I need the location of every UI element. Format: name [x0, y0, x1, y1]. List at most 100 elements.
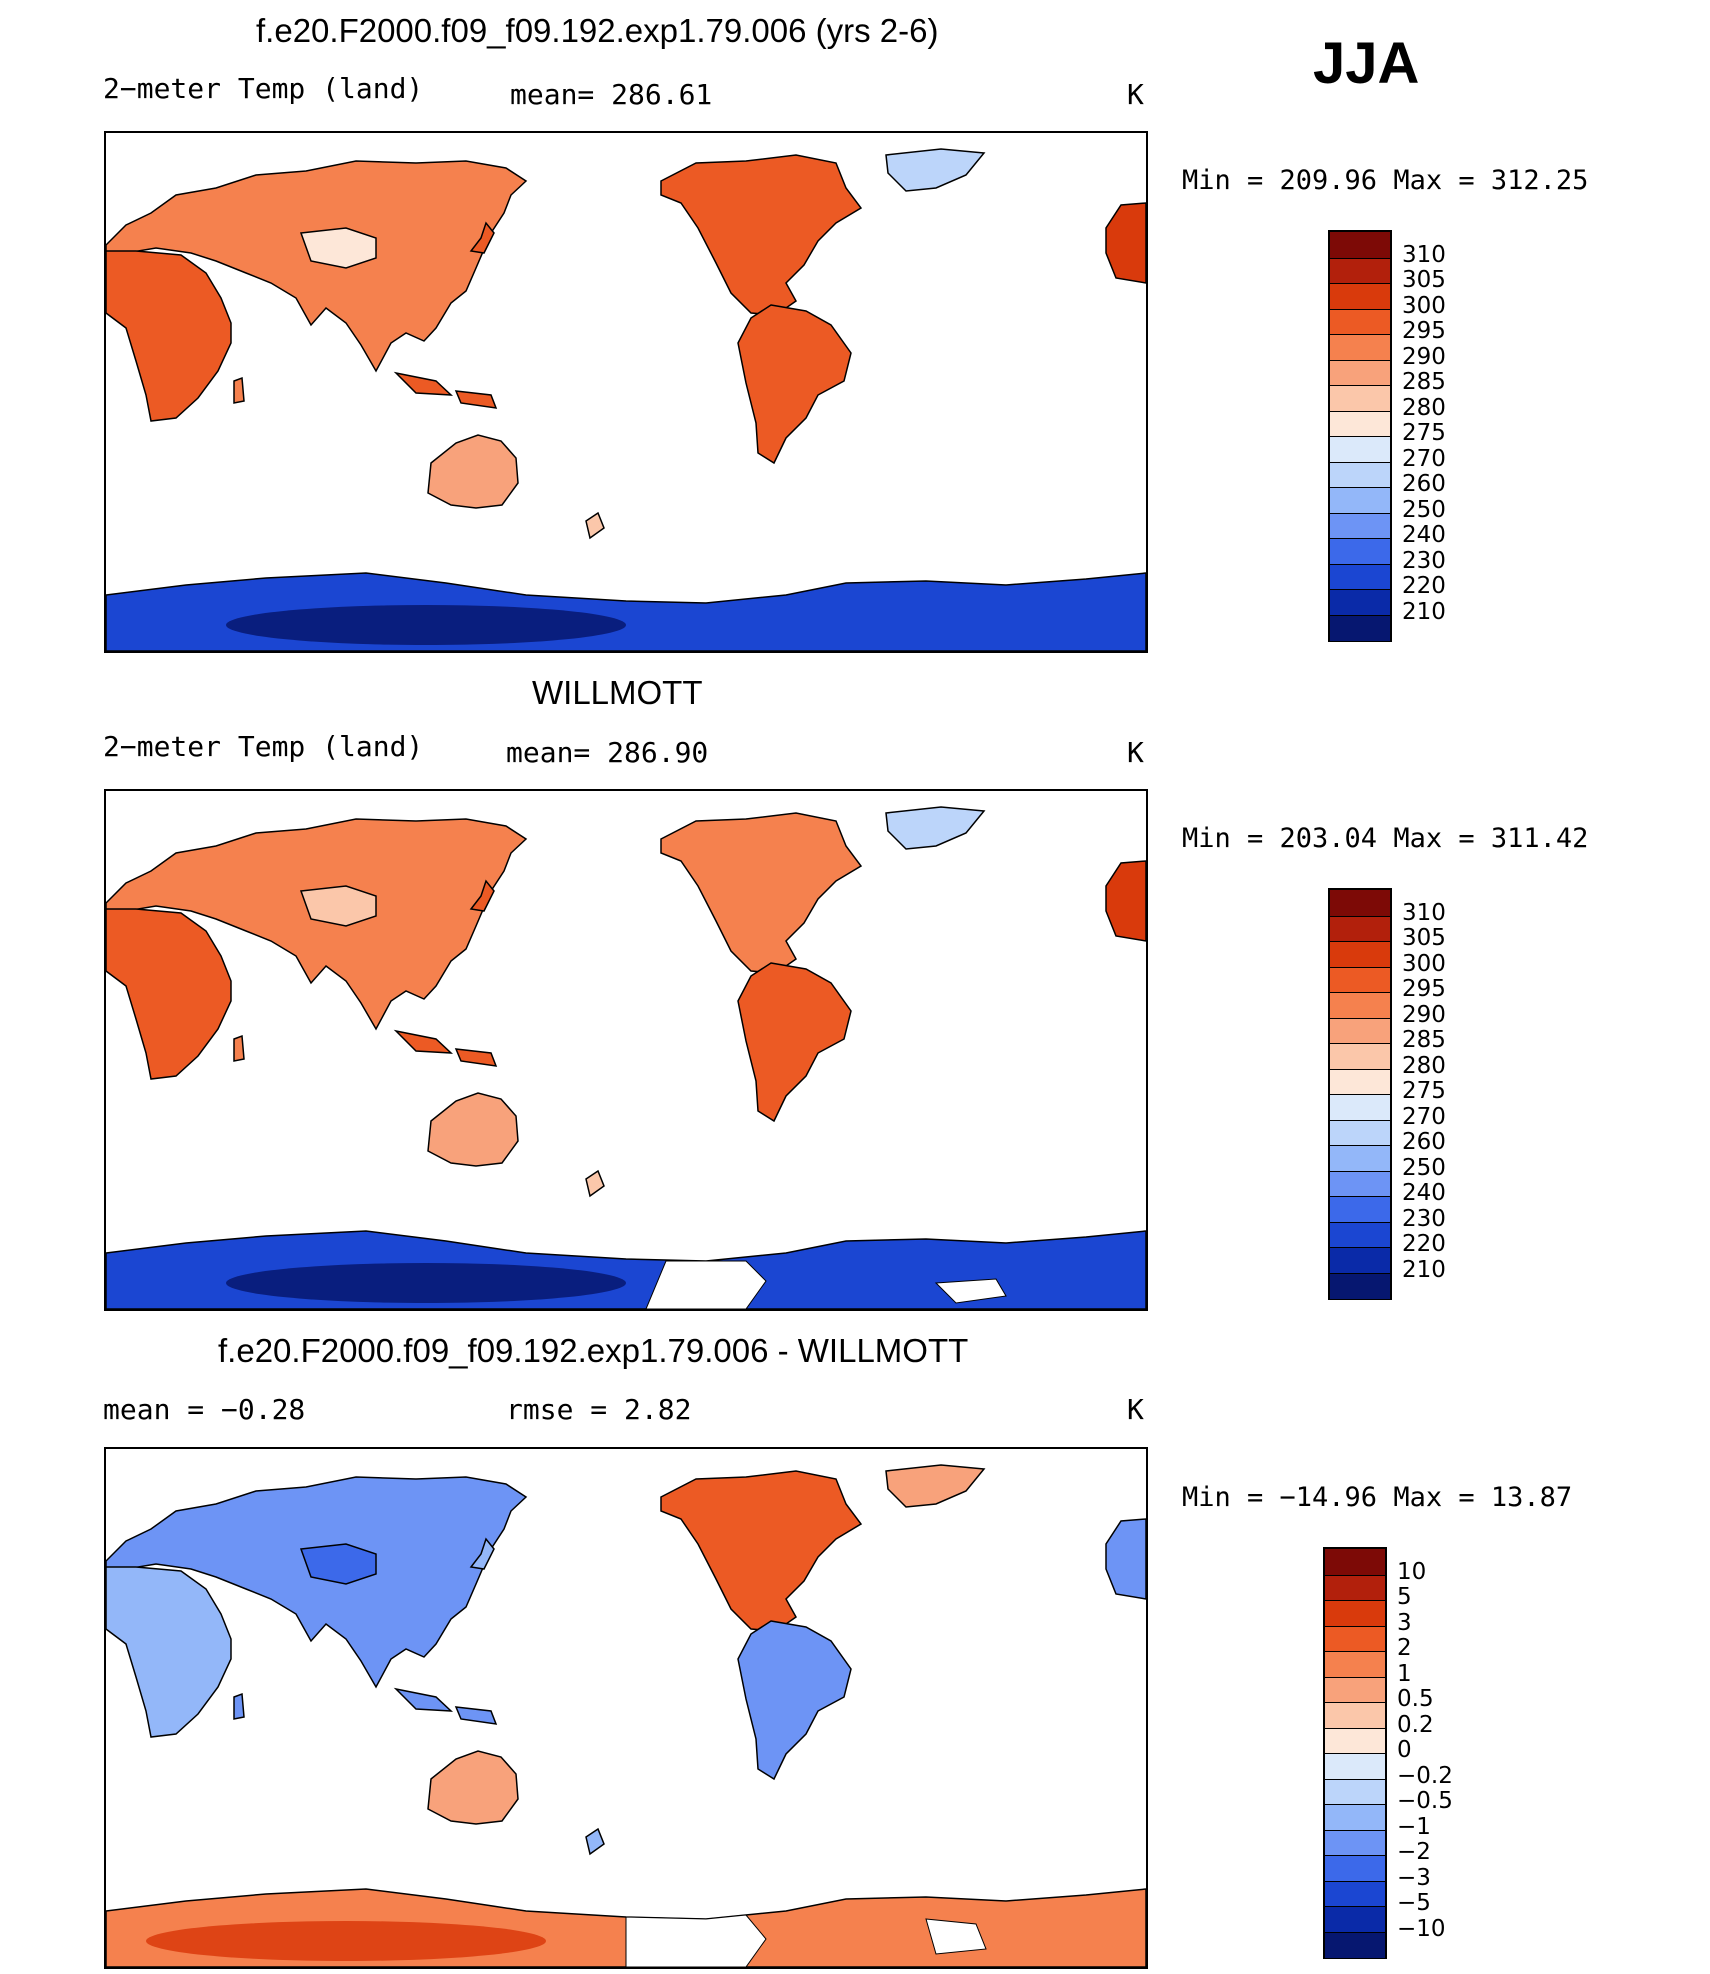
landmass-australia [427, 1750, 519, 1825]
legend-swatch [1325, 1753, 1385, 1780]
legend-swatch [1330, 461, 1390, 488]
legend-swatch [1325, 1804, 1385, 1831]
legend-swatch [1330, 1094, 1390, 1121]
landmass-samerica [737, 1620, 852, 1781]
temperature-field-map [106, 148, 1146, 651]
legend-swatch [1330, 1170, 1390, 1197]
rmse-label: rmse = 2.82 [506, 1393, 692, 1426]
legend-tick-label: −2 [1397, 1839, 1431, 1865]
landmass-indonesia [393, 371, 498, 409]
missing-data-area [645, 1260, 1007, 1309]
landmass-indonesia [393, 1687, 498, 1725]
legend-tick-label: 300 [1402, 292, 1446, 319]
legend-tick-label: 10 [1397, 1558, 1427, 1585]
legend-tick-label: 310 [1402, 899, 1446, 926]
landmass-namerica [660, 154, 863, 316]
antarctic-interior [226, 605, 626, 645]
panel-title: WILLMOTT [532, 674, 703, 711]
legend-swatch [1330, 1017, 1390, 1044]
legend-swatch [1325, 1727, 1385, 1754]
antarctic-interior [226, 1263, 626, 1303]
landmass-australia [427, 434, 519, 509]
legend-tick-label: 270 [1402, 1103, 1446, 1130]
legend-swatch [1330, 257, 1390, 284]
legend-swatch [1330, 1221, 1390, 1248]
min-max-label: Min = −14.96 Max = 13.87 [1182, 1482, 1573, 1513]
landmass-newzealand [585, 1169, 605, 1198]
legend-tick-label: 1 [1397, 1660, 1412, 1687]
legend-swatch [1325, 1600, 1385, 1627]
legend-tick-label: 210 [1402, 598, 1446, 625]
legend-swatch [1330, 538, 1390, 565]
legend-swatch [1330, 1247, 1390, 1274]
world-map [104, 789, 1148, 1311]
landmass-africa [106, 1566, 232, 1738]
mean-label: mean= 286.61 [510, 78, 713, 111]
legend-swatch [1325, 1931, 1385, 1958]
legend-tick-label: 310 [1402, 241, 1446, 268]
legend-swatch [1330, 589, 1390, 616]
legend-tick-label: −5 [1397, 1890, 1431, 1916]
variable-label: 2−meter Temp (land) [103, 72, 424, 105]
landmass-japan [469, 1537, 495, 1570]
legend-swatch [1330, 941, 1390, 968]
legend-tick-label: 275 [1402, 1078, 1446, 1104]
legend-swatch [1330, 232, 1390, 259]
legend-tick-label: 305 [1402, 267, 1446, 293]
legend-swatch [1330, 1145, 1390, 1172]
landmass-africa [106, 250, 232, 422]
legend-swatch [1330, 1196, 1390, 1223]
units-label: K [1127, 736, 1144, 769]
landmass-japan [469, 221, 495, 254]
mean-label: mean = −0.28 [103, 1393, 306, 1426]
legend-tick-label: 240 [1402, 1180, 1446, 1206]
legend-swatch [1330, 1119, 1390, 1146]
legend-swatch [1330, 487, 1390, 514]
units-label: K [1127, 1393, 1144, 1426]
legend-tick-label: 0 [1397, 1737, 1412, 1763]
legend-swatch [1325, 1702, 1385, 1729]
legend-tick-label: 285 [1402, 369, 1446, 395]
legend-swatch [1330, 890, 1390, 917]
world-map [104, 1447, 1148, 1969]
legend-swatch [1325, 1574, 1385, 1601]
legend-swatch [1325, 1880, 1385, 1907]
legend-tick-label: −0.2 [1397, 1762, 1453, 1789]
legend-swatch [1330, 966, 1390, 993]
legend-swatch [1325, 1829, 1385, 1856]
legend-swatch [1330, 359, 1390, 386]
legend-swatch [1330, 283, 1390, 310]
variable-label: 2−meter Temp (land) [103, 730, 424, 763]
landmass-eurasia [106, 818, 528, 1031]
units-label: K [1127, 78, 1144, 111]
landmass-australia [427, 1092, 519, 1167]
panel-title: f.e20.F2000.f09_f09.192.exp1.79.006 - WI… [218, 1332, 969, 1369]
mean-label: mean= 286.90 [506, 736, 709, 769]
legend-swatch [1330, 385, 1390, 412]
legend-swatch [1325, 1651, 1385, 1678]
min-max-label: Min = 203.04 Max = 311.42 [1182, 823, 1589, 854]
legend-tick-label: −0.5 [1397, 1788, 1453, 1814]
legend-tick-label: 210 [1402, 1256, 1446, 1283]
landmass-newzealand [585, 1827, 605, 1856]
landmass-namerica [660, 812, 863, 974]
legend-tick-label: 290 [1402, 1001, 1446, 1028]
legend-swatch [1325, 1549, 1385, 1576]
legend-swatch [1330, 614, 1390, 641]
legend-tick-label: 295 [1402, 976, 1446, 1002]
legend-tick-label: 220 [1402, 1231, 1446, 1257]
temperature-field-map [106, 806, 1146, 1309]
legend-tick-label: 2 [1397, 1635, 1412, 1661]
legend-tick-label: 290 [1402, 343, 1446, 370]
world-map [104, 131, 1148, 653]
legend-tick-label: 285 [1402, 1027, 1446, 1053]
landmass-madagascar [233, 1034, 245, 1062]
landmass-tibet [299, 1543, 377, 1585]
legend-tick-label: 250 [1402, 1154, 1446, 1181]
landmass-samerica [737, 304, 852, 465]
landmass-tibet [299, 227, 377, 269]
legend-tick-label: 5 [1397, 1584, 1412, 1610]
legend-swatch [1330, 1272, 1390, 1299]
landmass-greenland [885, 148, 986, 192]
legend-swatch [1325, 1778, 1385, 1805]
